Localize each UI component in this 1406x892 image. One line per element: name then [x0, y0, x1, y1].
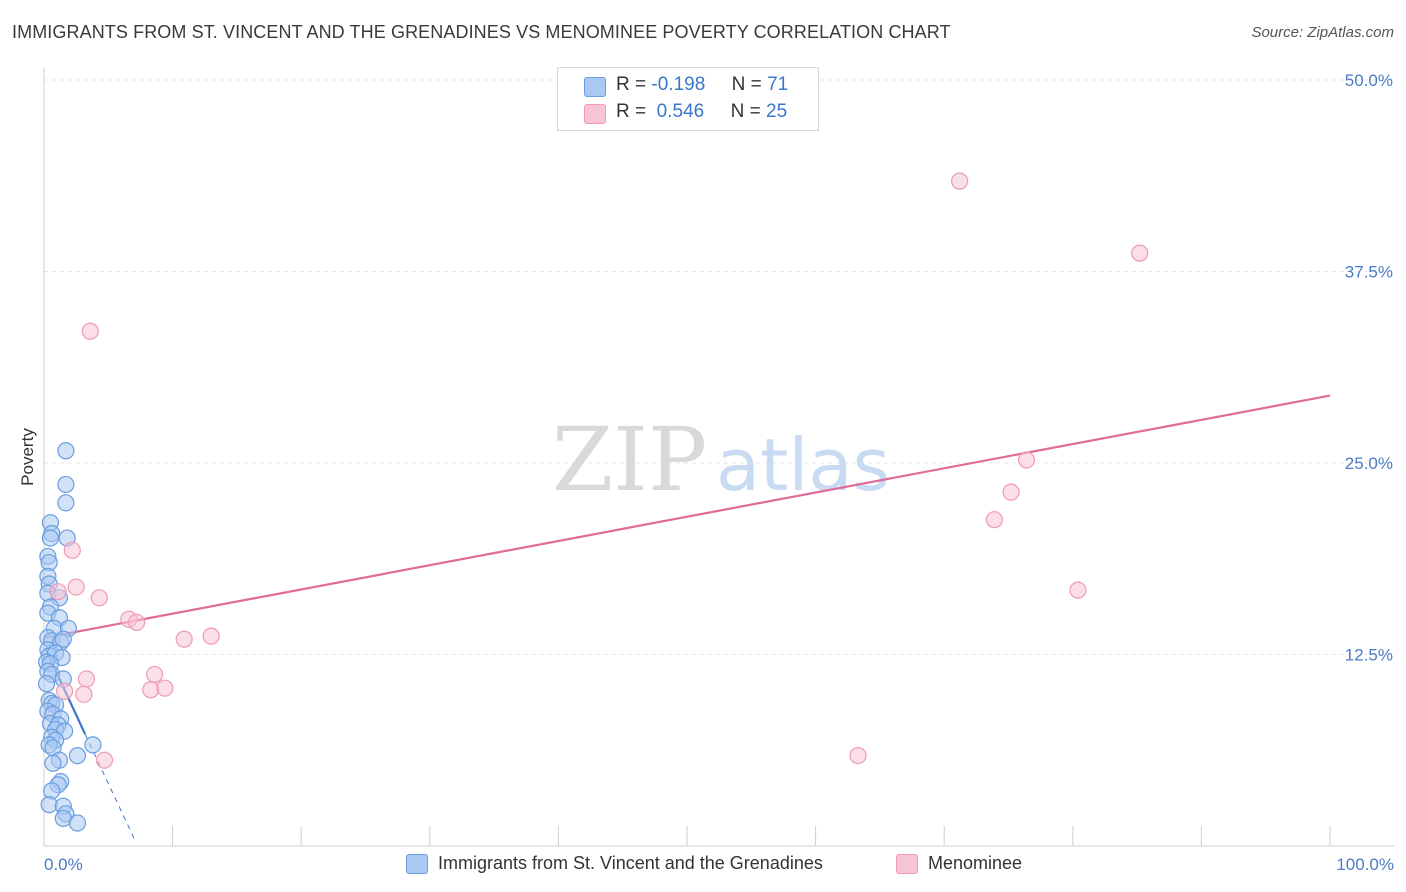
- data-point-immigrants: [44, 754, 62, 772]
- y-tick-label: 37.5%: [1345, 263, 1393, 282]
- watermark: ZIP atlas: [552, 408, 890, 511]
- chart-title: IMMIGRANTS FROM ST. VINCENT AND THE GREN…: [12, 22, 951, 42]
- legend-n-value: 71: [767, 74, 789, 95]
- watermark-zip: ZIP: [552, 408, 707, 511]
- data-point-menominee: [81, 322, 99, 340]
- grid-lines: [44, 79, 1394, 655]
- legend-n-label: N =: [731, 74, 762, 95]
- data-point-menominee: [985, 511, 1003, 529]
- watermark-atlas: atlas: [716, 423, 890, 507]
- data-point-immigrants: [57, 475, 75, 494]
- series-immigrants-points: [37, 442, 102, 832]
- data-point-immigrants: [68, 814, 87, 832]
- source-label: Source: ZipAtlas.com: [1251, 24, 1394, 41]
- data-point-immigrants: [40, 796, 58, 814]
- x-tick-label-min: 0.0%: [44, 855, 83, 874]
- legend-n-label: N =: [730, 101, 761, 122]
- correlation-legend: R = -0.198 N = 71 R = 0.546 N = 25: [557, 67, 819, 131]
- data-point-menominee: [95, 751, 114, 769]
- data-point-menominee: [55, 682, 74, 700]
- x-tick-label-max: 100.0%: [1336, 855, 1394, 874]
- y-tick-label: 25.0%: [1345, 454, 1393, 473]
- data-point-menominee: [849, 747, 867, 765]
- data-point-immigrants: [54, 809, 72, 828]
- legend-swatch-blue: [584, 77, 606, 97]
- data-point-immigrants: [84, 736, 102, 754]
- data-point-immigrants: [54, 630, 72, 648]
- data-point-immigrants: [57, 494, 75, 512]
- data-point-immigrants: [68, 747, 87, 765]
- legend-r-label: R =: [616, 101, 647, 122]
- data-point-menominee: [63, 541, 81, 559]
- series-menominee-points: [49, 172, 1149, 769]
- y-tick-label: 12.5%: [1345, 646, 1393, 665]
- trend-line-menominee: [45, 394, 1331, 639]
- y-tick-labels: 12.5% 25.0% 37.5% 50.0%: [1345, 71, 1393, 665]
- y-axis-label: Poverty: [18, 428, 37, 486]
- data-point-menominee: [1069, 581, 1087, 599]
- bottom-legend-label-immigrants: Immigrants from St. Vincent and the Gren…: [438, 853, 823, 873]
- data-point-menominee: [127, 613, 146, 631]
- legend-swatch-pink: [584, 104, 606, 124]
- legend-r-value: -0.198: [651, 74, 706, 95]
- data-point-menominee: [49, 583, 67, 601]
- x-tick-marks: [172, 826, 1331, 846]
- y-tick-label: 50.0%: [1345, 71, 1393, 90]
- data-point-menominee: [77, 670, 96, 688]
- data-point-menominee: [75, 685, 93, 703]
- data-point-menominee: [67, 578, 85, 596]
- data-point-menominee: [1002, 483, 1020, 501]
- bottom-legend-label-menominee: Menominee: [928, 853, 1023, 873]
- data-point-immigrants: [57, 442, 75, 460]
- data-point-menominee: [142, 681, 160, 699]
- data-point-menominee: [202, 627, 220, 645]
- bottom-legend-swatch-blue: [406, 854, 428, 874]
- data-point-menominee: [90, 589, 108, 607]
- data-point-menominee: [156, 679, 174, 697]
- data-point-menominee: [951, 172, 969, 190]
- bottom-legend-swatch-pink: [896, 854, 918, 874]
- data-point-menominee: [145, 665, 164, 684]
- legend-r-value: 0.546: [651, 101, 705, 122]
- data-point-menominee: [1017, 451, 1036, 469]
- legend-n-value: 25: [766, 101, 788, 122]
- data-point-immigrants: [37, 675, 56, 693]
- data-point-immigrants: [41, 529, 60, 547]
- data-point-menominee: [1131, 244, 1149, 262]
- legend-r-label: R =: [616, 74, 647, 95]
- data-point-menominee: [175, 630, 193, 648]
